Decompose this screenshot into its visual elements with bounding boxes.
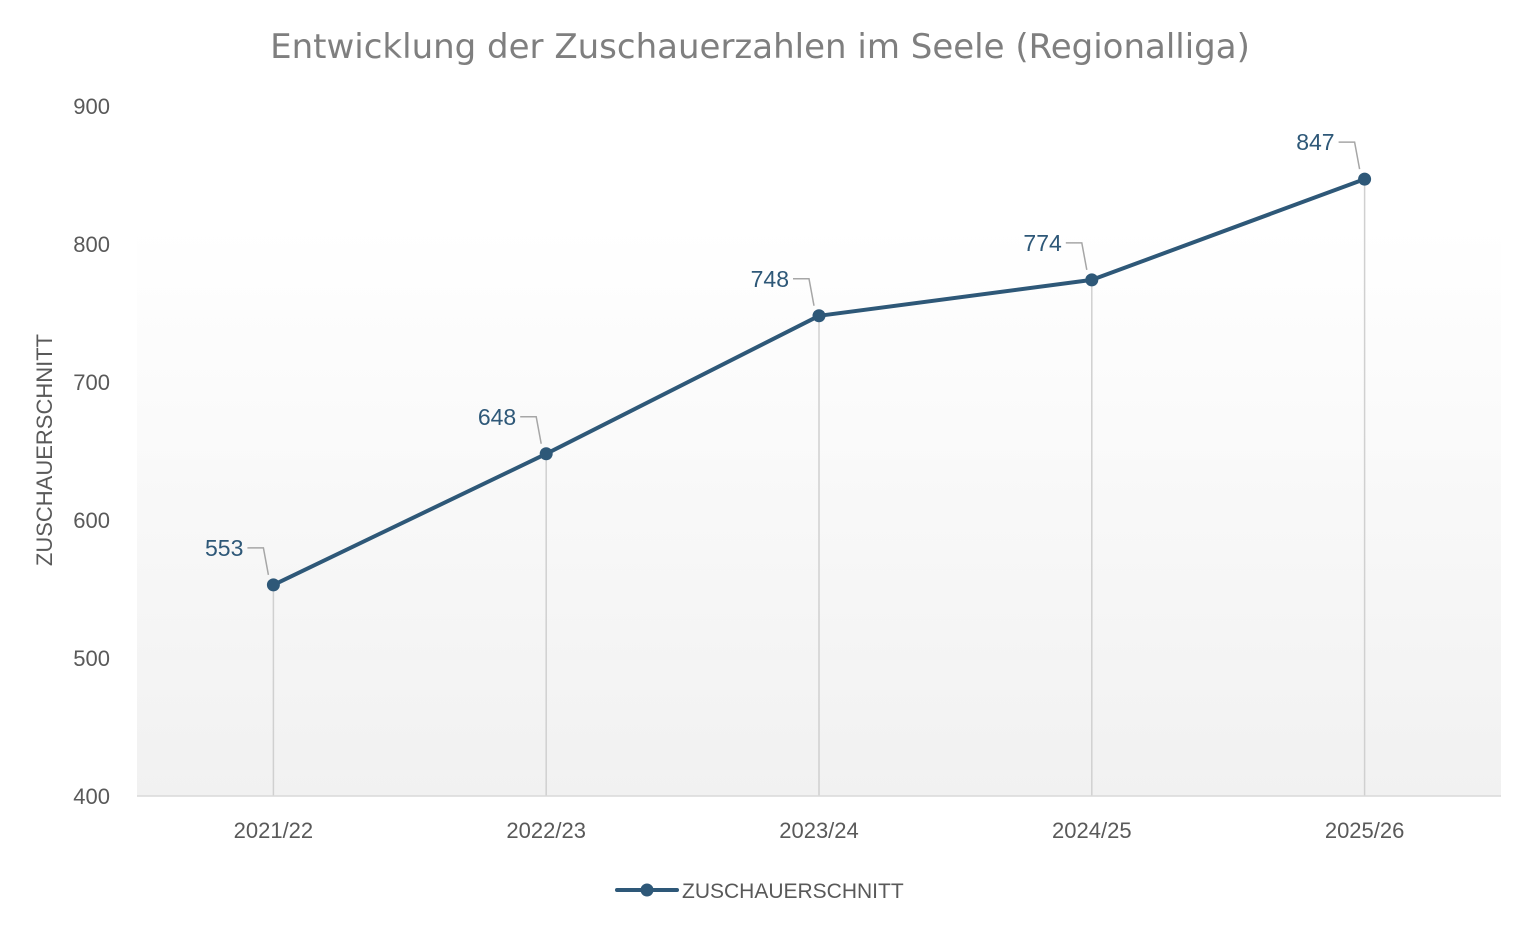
chart-title: Entwicklung der Zuschauerzahlen im Seele… (270, 27, 1250, 67)
y-tick-label: 900 (73, 94, 110, 119)
data-label-leader (1065, 242, 1088, 271)
x-tick-label: 2025/26 (1325, 818, 1405, 843)
y-tick-label: 600 (73, 508, 110, 533)
legend-label: ZUSCHAUERSCHNITT (682, 880, 904, 903)
data-label-leader (520, 416, 542, 444)
legend: ZUSCHAUERSCHNITT (615, 880, 904, 903)
x-tick-label: 2023/24 (779, 818, 859, 843)
data-label: 553 (205, 535, 243, 561)
data-label-leader (247, 547, 270, 575)
y-axis-label: ZUSCHAUERSCHNITT (32, 334, 57, 566)
data-label-leader (1338, 141, 1361, 170)
data-labels: 553 648 748 774 847 (205, 129, 1335, 561)
drop-lines (272, 179, 1366, 796)
data-label-leader (793, 278, 815, 306)
data-label: 748 (751, 266, 789, 292)
data-point (266, 578, 280, 592)
data-point (1358, 172, 1372, 186)
data-point (539, 447, 553, 461)
legend-marker-swatch (640, 883, 654, 897)
data-label-leaders (247, 141, 1361, 575)
data-label: 847 (1296, 129, 1334, 155)
data-point (1085, 273, 1099, 287)
y-tick-label: 500 (73, 646, 110, 671)
data-label: 774 (1023, 230, 1062, 256)
data-label: 648 (478, 404, 516, 430)
y-axis-ticks: 400 500 600 700 800 900 (73, 94, 110, 809)
y-tick-label: 700 (73, 370, 110, 395)
y-tick-label: 400 (73, 784, 110, 809)
data-points (266, 172, 1372, 592)
x-axis-ticks: 2021/22 2022/23 2023/24 2024/25 2025/26 (234, 818, 1405, 843)
x-tick-label: 2022/23 (506, 818, 586, 843)
x-tick-label: 2021/22 (234, 818, 314, 843)
y-tick-label: 800 (73, 232, 110, 257)
data-point (812, 309, 826, 323)
x-tick-label: 2024/25 (1052, 818, 1132, 843)
